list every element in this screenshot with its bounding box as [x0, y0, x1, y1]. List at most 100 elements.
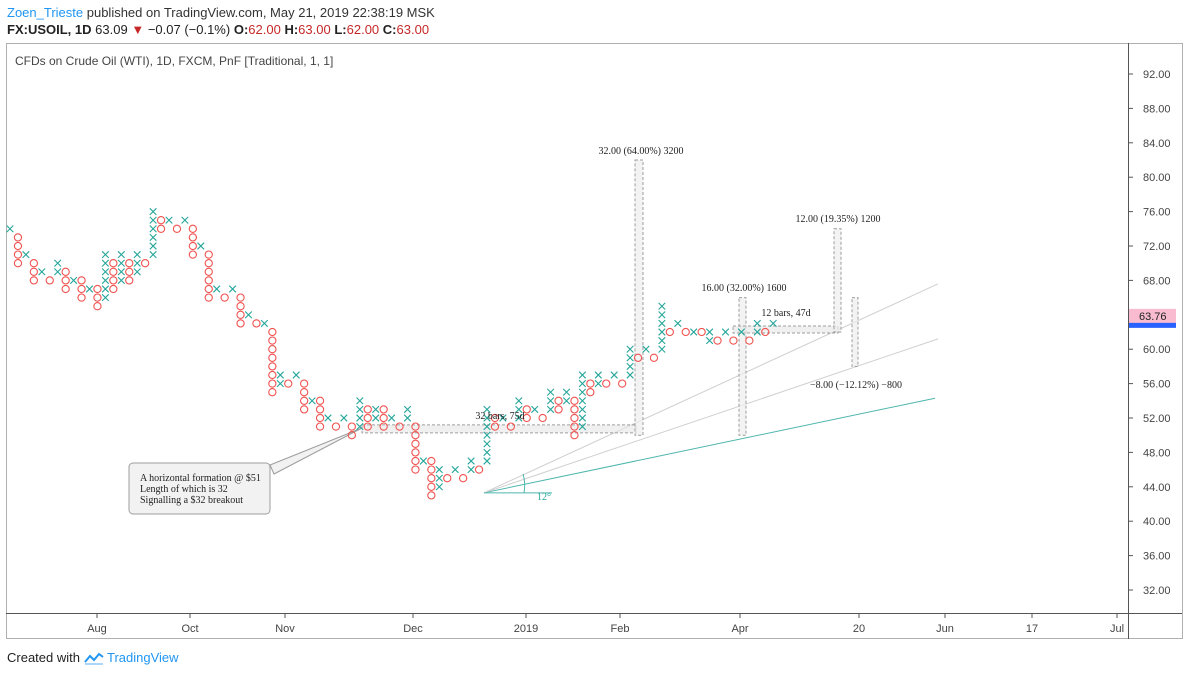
price-tick-label: 88.00 — [1143, 103, 1171, 115]
publish-info: Zoen_Trieste published on TradingView.co… — [7, 5, 435, 20]
x-box — [403, 414, 412, 422]
x-box — [435, 474, 443, 482]
callout-pointer — [269, 427, 363, 475]
o-box — [125, 267, 134, 276]
o-box — [204, 276, 213, 285]
x-box — [356, 414, 364, 422]
trendline-1 — [483, 397, 936, 494]
time-tick-label: Aug — [87, 623, 107, 635]
time-tick-label: Oct — [181, 623, 198, 635]
o-box — [268, 370, 277, 380]
x-box — [181, 216, 189, 224]
time-tick-label: 20 — [853, 623, 865, 635]
time-tick-label: Nov — [275, 623, 295, 635]
x-box — [451, 465, 459, 474]
o-box — [506, 422, 515, 431]
x-box — [578, 379, 587, 388]
o-box — [681, 327, 690, 337]
o-box — [268, 336, 277, 345]
o-box — [538, 413, 547, 423]
time-axis: Aug Oct Nov Dec 2019 Feb Apr 20 Jun 17 Jul — [87, 613, 1124, 635]
chart-frame — [6, 43, 1183, 639]
o-box — [77, 284, 86, 294]
tradingview-link[interactable]: TradingView — [106, 650, 179, 665]
o-box — [602, 379, 611, 388]
price-axis: 92.0088.0084.0080.0076.0072.0068.0064.00… — [1128, 69, 1171, 597]
x-box — [197, 242, 205, 250]
x-box — [69, 276, 78, 285]
small-formation-box — [732, 325, 839, 334]
o-box — [45, 276, 54, 285]
o-box — [268, 362, 277, 371]
o-box — [252, 319, 261, 328]
x-box — [531, 405, 539, 414]
o-box — [586, 388, 595, 397]
o-box — [379, 422, 388, 431]
o-box — [458, 474, 468, 483]
o-box — [125, 259, 134, 268]
last-price: 63.09 — [95, 22, 128, 37]
o-box — [427, 474, 436, 483]
x-box — [372, 405, 380, 414]
o-box — [586, 379, 595, 388]
o-box — [93, 293, 102, 302]
o-box — [299, 396, 309, 405]
x-box — [753, 319, 761, 328]
o-box — [761, 327, 770, 337]
o-box — [220, 293, 229, 302]
open-label: O: — [233, 22, 249, 37]
callout-line-2: Length of which is 32 — [140, 484, 228, 495]
x-box — [276, 379, 284, 388]
x-box — [546, 397, 555, 405]
o-box — [665, 327, 674, 337]
o-box — [77, 293, 86, 302]
o-box — [618, 379, 627, 388]
o-box — [411, 465, 420, 474]
o-box — [236, 293, 245, 302]
x-box — [149, 242, 157, 250]
x-box — [101, 268, 110, 276]
o-box — [204, 250, 213, 259]
x-box — [292, 371, 300, 379]
x-box — [133, 259, 141, 267]
o-box — [570, 431, 579, 440]
callout-line-1: A horizontal formation @ $51 — [140, 473, 261, 484]
x-box — [133, 250, 141, 259]
x-box — [149, 225, 157, 233]
x-box — [578, 422, 587, 431]
o-box — [570, 413, 579, 423]
o-box — [395, 422, 404, 431]
symbol-label: FX:USOIL, 1D — [7, 22, 92, 37]
x-box — [753, 328, 761, 336]
current-price-label: 63.76 — [1139, 311, 1167, 323]
x-box — [515, 414, 523, 422]
o-box — [29, 259, 38, 268]
o-box — [188, 233, 197, 242]
author-link[interactable]: Zoen_Trieste — [7, 5, 84, 20]
price-tick-label: 36.00 — [1143, 551, 1171, 563]
o-box — [427, 482, 436, 491]
o-box — [490, 413, 500, 423]
created-with-label: Created with — [7, 650, 80, 665]
o-box — [156, 224, 166, 233]
price-tick-label: 68.00 — [1143, 275, 1171, 287]
time-tick-label: Apr — [731, 623, 748, 635]
o-box — [236, 319, 245, 328]
x-box — [356, 422, 364, 431]
price-tick-label: 40.00 — [1143, 516, 1171, 528]
o-box — [427, 456, 436, 466]
price-tick-label: 44.00 — [1143, 482, 1171, 494]
x-box — [117, 268, 125, 276]
o-box — [61, 276, 70, 285]
o-box — [427, 491, 436, 500]
x-box — [626, 354, 634, 362]
o-box — [427, 465, 436, 474]
x-box — [85, 285, 94, 293]
o-box — [13, 259, 23, 268]
x-box — [578, 388, 587, 396]
o-box — [109, 284, 118, 294]
o-box — [268, 345, 277, 354]
close-label: C: — [382, 22, 397, 37]
o-box — [554, 405, 563, 414]
